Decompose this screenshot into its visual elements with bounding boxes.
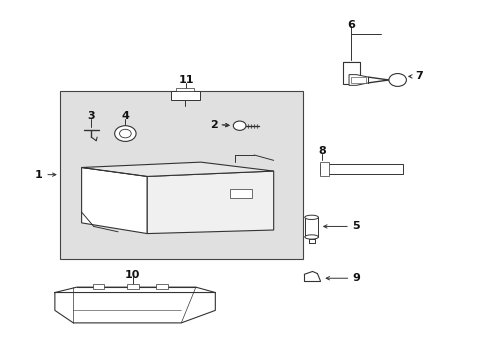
Bar xyxy=(60,91,302,258)
Text: 4: 4 xyxy=(121,111,129,121)
Bar xyxy=(170,91,200,100)
Text: 11: 11 xyxy=(178,75,194,85)
Bar xyxy=(126,284,138,289)
Bar xyxy=(229,189,251,198)
Circle shape xyxy=(119,129,131,138)
Bar xyxy=(93,284,104,289)
Polygon shape xyxy=(81,167,147,234)
Polygon shape xyxy=(147,171,273,234)
Text: 2: 2 xyxy=(209,120,217,130)
Bar xyxy=(176,88,194,91)
Text: 10: 10 xyxy=(125,270,140,280)
Text: 6: 6 xyxy=(347,19,355,30)
Bar xyxy=(319,162,328,176)
Text: 9: 9 xyxy=(352,273,360,283)
Bar xyxy=(342,62,359,84)
Circle shape xyxy=(115,126,136,141)
Text: 1: 1 xyxy=(35,170,42,180)
Text: 7: 7 xyxy=(415,71,423,81)
Polygon shape xyxy=(348,75,368,85)
Bar xyxy=(350,77,365,83)
Circle shape xyxy=(233,121,245,130)
Bar xyxy=(304,217,318,237)
Polygon shape xyxy=(81,162,273,176)
Ellipse shape xyxy=(304,235,318,239)
Bar xyxy=(156,284,167,289)
Bar xyxy=(319,164,402,174)
Text: 8: 8 xyxy=(318,147,325,157)
Ellipse shape xyxy=(304,215,318,220)
Text: 3: 3 xyxy=(87,111,95,121)
Circle shape xyxy=(388,73,406,86)
Text: 5: 5 xyxy=(352,221,359,231)
